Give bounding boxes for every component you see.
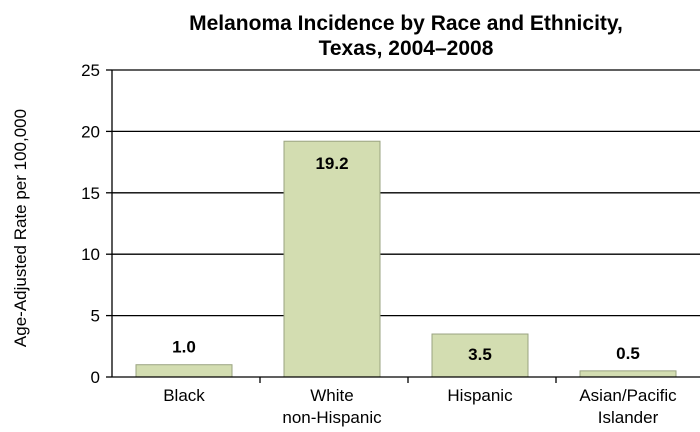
y-tick-label: 25 [81,61,100,80]
bar [283,140,381,378]
data-labels: 1.0 19.2 3.5 0.5 [172,154,640,364]
y-axis-label: Age-Adjusted Rate per 100,000 [11,109,30,347]
gridlines [112,69,700,317]
data-label: 1.0 [172,338,196,357]
y-tick-label: 20 [81,122,100,141]
y-tick-labels: 0 5 10 15 20 25 [81,61,100,387]
chart-title-line-1: Melanoma Incidence by Race and Ethnicity… [189,12,623,35]
x-category-label: Black [163,386,205,405]
chart-title-line-2: Texas, 2004–2008 [319,37,494,60]
x-category-label: non-Hispanic [282,408,382,427]
y-tick-label: 5 [91,307,100,326]
y-tick-label: 15 [81,184,100,203]
y-tick-label: 0 [91,368,100,387]
x-category-label: White [310,386,353,405]
data-label: 3.5 [468,345,492,364]
data-label: 19.2 [315,154,348,173]
axes [106,69,700,383]
chart-title: Melanoma Incidence by Race and Ethnicity… [189,12,623,60]
bar [135,364,233,378]
x-category-labels: Black White non-Hispanic Hispanic Asian/Paci… [163,386,677,427]
data-label: 0.5 [616,344,640,363]
bar [579,370,677,378]
y-tick-label: 10 [81,245,100,264]
x-category-label: Islander [598,408,659,427]
bar [431,333,529,378]
bars [135,140,677,378]
x-category-label: Hispanic [447,386,513,405]
x-category-label: Asian/Pacific [579,386,677,405]
